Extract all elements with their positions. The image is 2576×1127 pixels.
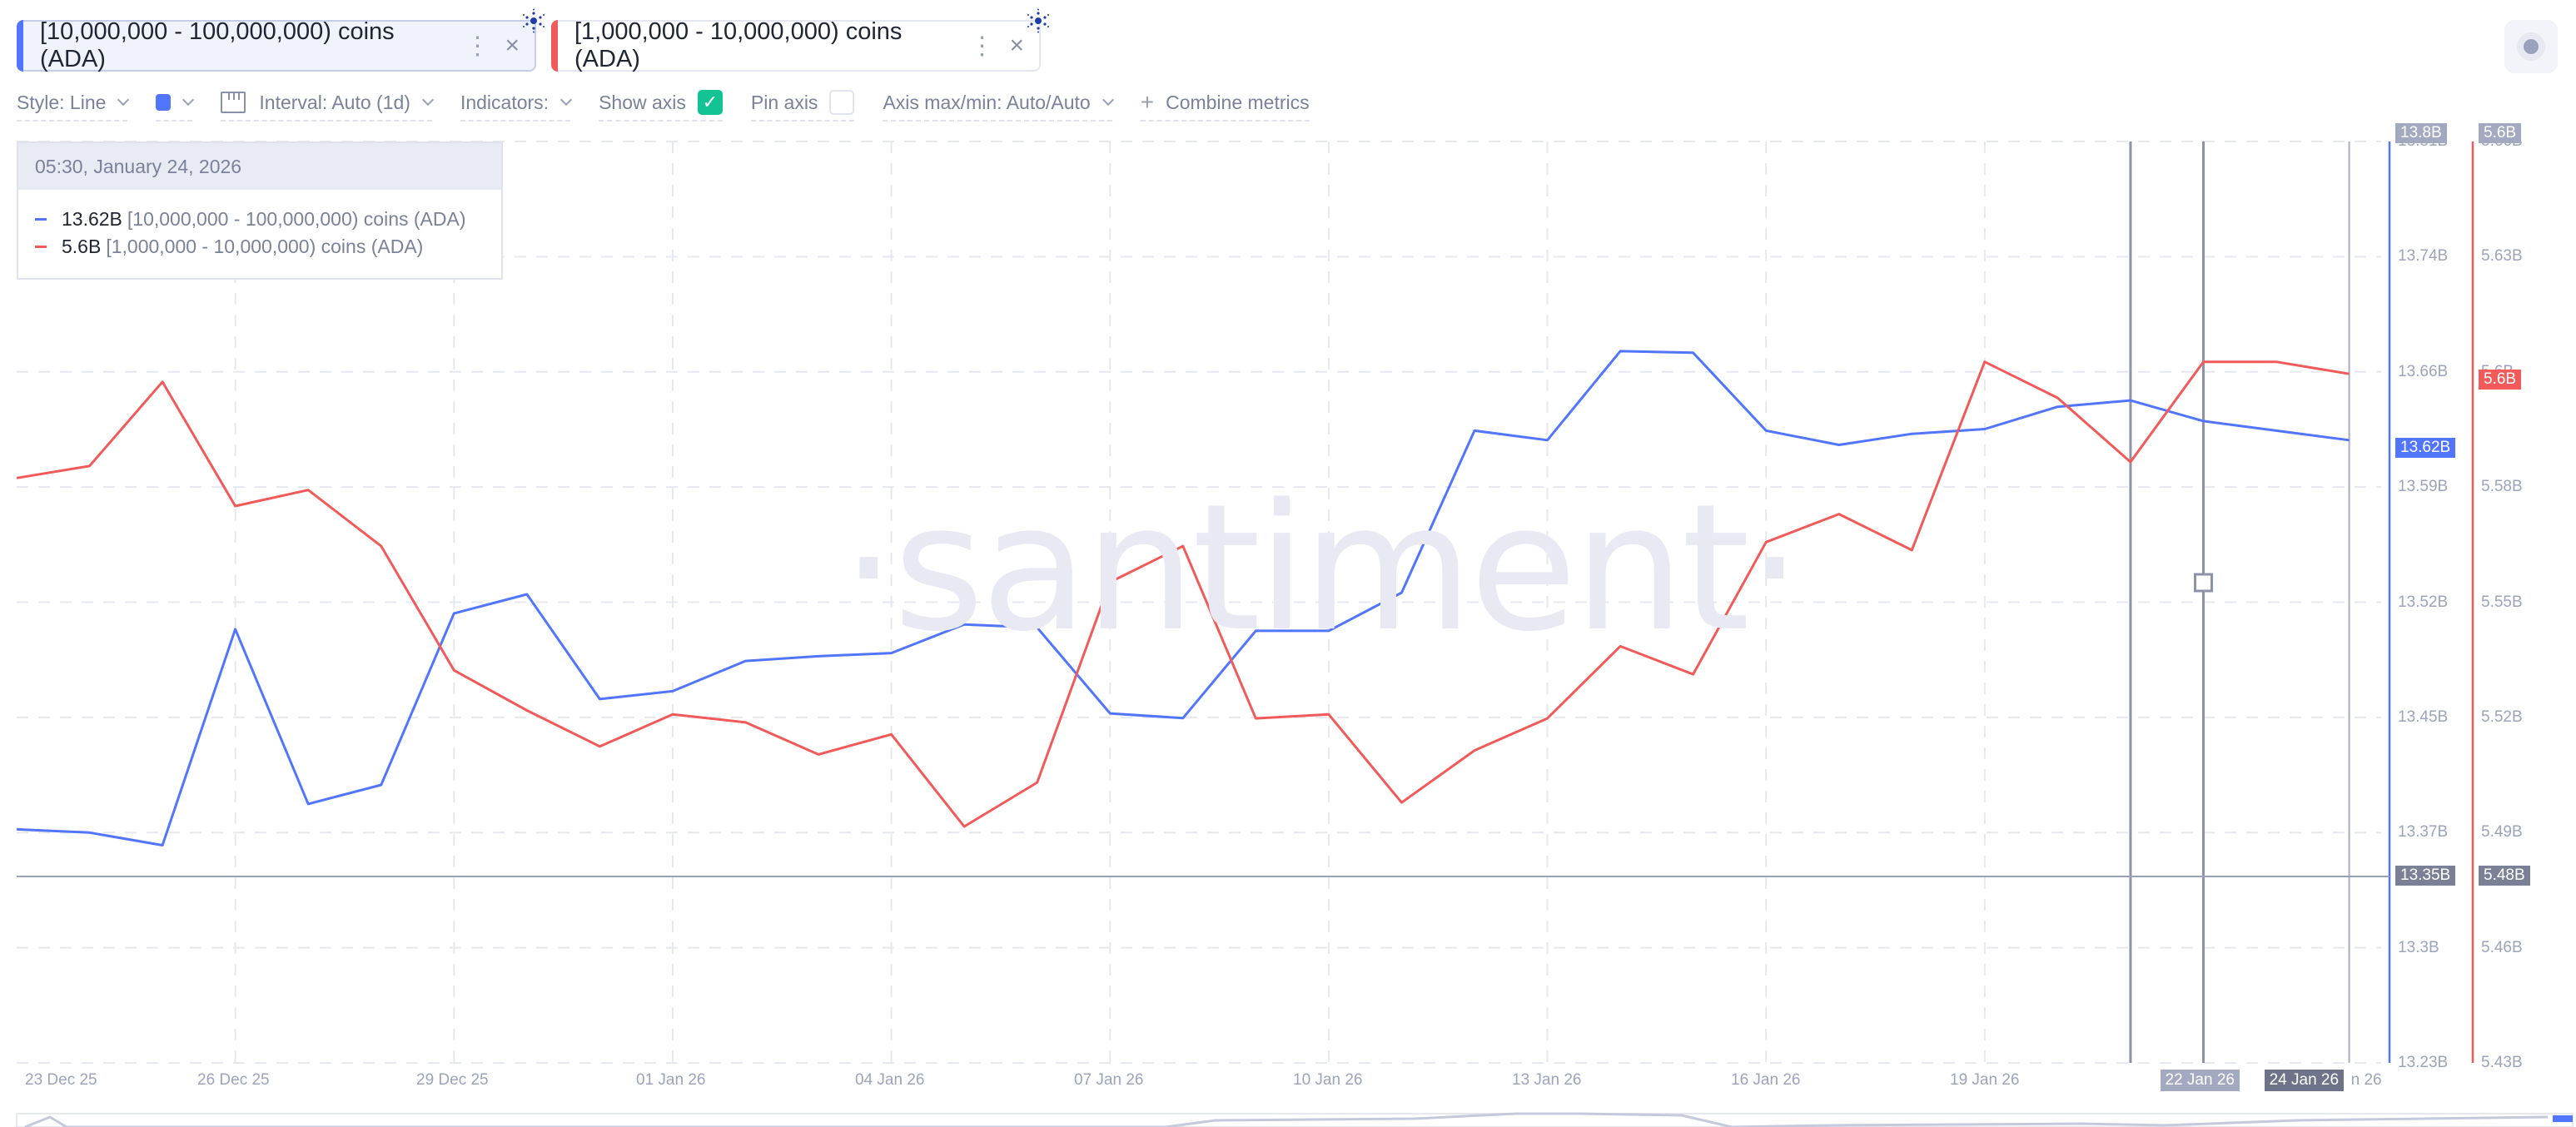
ruler-icon [221, 92, 246, 113]
show-axis-checkbox[interactable]: ✓ [697, 90, 723, 115]
cardano-icon [523, 8, 545, 33]
cursor-value-badge-right: 5.48B [2479, 866, 2530, 886]
y-axis-tick-right: 5.49B [2481, 823, 2523, 842]
cardano-icon [1027, 8, 1049, 33]
chart-toolbar: Style: Line Interval: Auto (1d) Indicato… [17, 88, 1338, 122]
x-axis-tick: 13 Jan 26 [1512, 1071, 1582, 1089]
x-axis-cursor-badge: 24 Jan 26 [2264, 1070, 2345, 1091]
chart-tooltip: 05:30, January 24, 2026 13.62B [10,000,0… [17, 141, 503, 280]
y-axis-tick-left: 13.23B [2398, 1054, 2449, 1071]
navigator-handle[interactable] [2553, 1115, 2573, 1122]
y-axis-tick-right: 5.55B [2481, 593, 2523, 611]
x-axis-tick: 19 Jan 26 [1950, 1071, 2020, 1089]
current-value-badge-right: 5.6B [2479, 370, 2522, 390]
record-button[interactable] [2504, 20, 2558, 73]
kebab-menu-icon[interactable]: ⋮ [465, 32, 490, 60]
tooltip-series-name: [1,000,000 - 10,000,000) coins (ADA) [106, 236, 424, 257]
tooltip-series-name: [10,000,000 - 100,000,000) coins (ADA) [127, 208, 466, 230]
series-color-marker [35, 218, 47, 221]
metric-color-stripe [17, 20, 23, 72]
chevron-down-icon [421, 93, 435, 107]
series-line [16, 360, 2350, 828]
metric-tab-label: [10,000,000 - 100,000,000) coins (ADA) [40, 18, 395, 72]
show-axis-toggle[interactable]: Show axis ✓ [599, 88, 723, 122]
drag-handle-icon[interactable] [2194, 573, 2213, 593]
color-swatch [156, 94, 172, 111]
current-value-badge-left: 13.62B [2395, 438, 2456, 458]
x-axis-tick: n 26 [2350, 1071, 2382, 1089]
y-axis-tick-left: 13.3B [2398, 938, 2439, 956]
y-axis-max-badge-left: 13.8B [2395, 123, 2447, 143]
kebab-menu-icon[interactable]: ⋮ [969, 32, 995, 60]
interval-dropdown[interactable]: Interval: Auto (1d) [221, 88, 435, 122]
metric-color-stripe [551, 20, 558, 72]
y-axis-tick-left: 13.66B [2398, 362, 2449, 380]
x-axis-tick: 26 Dec 25 [197, 1071, 270, 1089]
style-label: Style: Line [17, 91, 107, 113]
x-axis-tick: 23 Dec 25 [25, 1071, 97, 1089]
navigator-line [24, 1112, 2549, 1127]
show-axis-label: Show axis [599, 91, 686, 113]
indicators-label: Indicators: [460, 91, 550, 113]
x-axis-tick: 16 Jan 26 [1731, 1071, 1801, 1089]
interval-label: Interval: Auto (1d) [259, 91, 410, 113]
y-axis-tick-left: 13.37B [2398, 823, 2449, 842]
chevron-down-icon [559, 93, 573, 107]
tooltip-row: 13.62B [10,000,000 - 100,000,000) coins … [35, 208, 501, 231]
close-icon[interactable]: × [1009, 32, 1024, 59]
color-dropdown[interactable] [156, 88, 195, 122]
y-axis-tick-right: 5.58B [2481, 478, 2523, 496]
x-axis-tick: 07 Jan 26 [1074, 1071, 1144, 1089]
metric-tab-1m-10m[interactable]: [1,000,000 - 10,000,000) coins (ADA) ⋮ × [551, 8, 1049, 72]
y-axis-max-badge-right: 5.6B [2479, 123, 2522, 143]
record-icon [2517, 32, 2545, 61]
chevron-down-icon [182, 93, 195, 107]
tooltip-value: 5.6B [62, 236, 102, 257]
y-axis-tick-left: 13.52B [2398, 593, 2449, 611]
y-axis-tick-left: 13.59B [2398, 478, 2449, 496]
x-axis-cursor-badge: 22 Jan 26 [2160, 1070, 2240, 1091]
series-line [16, 350, 2350, 846]
pin-axis-label: Pin axis [750, 91, 818, 113]
tooltip-datetime: 05:30, January 24, 2026 [18, 143, 501, 190]
y-axis-tick-left: 13.45B [2398, 707, 2449, 726]
combine-metrics-label: Combine metrics [1166, 91, 1310, 113]
chevron-down-icon [1102, 93, 1114, 107]
x-axis-tick: 29 Dec 25 [416, 1071, 489, 1089]
combine-metrics-button[interactable]: + Combine metrics [1140, 88, 1310, 122]
tooltip-value: 13.62B [62, 208, 122, 230]
chevron-down-icon [117, 93, 130, 107]
x-axis-tick: 10 Jan 26 [1293, 1071, 1363, 1089]
metric-tab-10m-100m[interactable]: [10,000,000 - 100,000,000) coins (ADA) ⋮… [17, 8, 545, 72]
metric-tab-label: [1,000,000 - 10,000,000) coins (ADA) [574, 18, 903, 72]
axis-maxmin-dropdown[interactable]: Axis max/min: Auto/Auto [883, 88, 1114, 122]
x-axis-tick: 01 Jan 26 [636, 1071, 706, 1089]
y-axis-tick-right: 5.43B [2481, 1054, 2523, 1071]
y-axis-tick-right: 5.52B [2481, 707, 2523, 726]
y-axis-tick-right: 5.63B [2481, 247, 2523, 266]
style-dropdown[interactable]: Style: Line [17, 88, 130, 122]
indicators-dropdown[interactable]: Indicators: [460, 88, 573, 122]
close-icon[interactable]: × [505, 32, 520, 59]
tooltip-row: 5.6B [1,000,000 - 10,000,000) coins (ADA… [35, 236, 501, 258]
series-color-marker [35, 246, 47, 248]
cursor-value-badge-left: 13.35B [2395, 866, 2456, 886]
santiment-watermark: ·santiment· [841, 466, 1803, 670]
plus-icon: + [1140, 89, 1155, 115]
y-axis-tick-right: 5.46B [2481, 938, 2523, 956]
y-axis-tick-left: 13.74B [2398, 247, 2449, 266]
axis-maxmin-label: Axis max/min: Auto/Auto [883, 91, 1091, 113]
pin-axis-toggle[interactable]: Pin axis [750, 88, 855, 122]
x-axis-tick: 04 Jan 26 [855, 1071, 925, 1089]
pin-axis-checkbox[interactable] [829, 90, 855, 115]
